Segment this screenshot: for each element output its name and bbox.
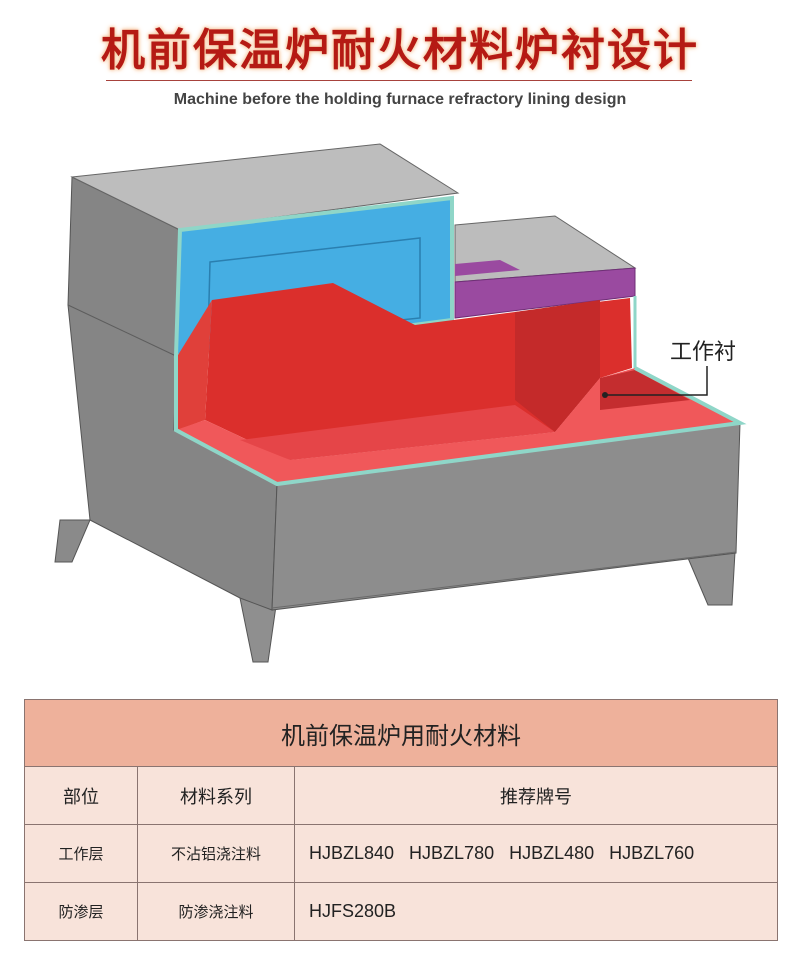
- materials-table: 机前保温炉用耐火材料 部位 材料系列 推荐牌号 工作层 不沾铝浇注料 HJBZL…: [24, 699, 778, 941]
- lining-edge: [174, 356, 747, 487]
- series-cell: 防渗浇注料: [137, 882, 295, 941]
- column-header: 推荐牌号: [294, 766, 778, 825]
- table-caption: 机前保温炉用耐火材料: [24, 699, 778, 767]
- codes-cell: HJBZL840 HJBZL780 HJBZL480 HJBZL760: [294, 824, 778, 883]
- top-face: [70, 143, 460, 231]
- series-cell: 不沾铝浇注料: [137, 824, 295, 883]
- table-row: 工作层 不沾铝浇注料 HJBZL840 HJBZL780 HJBZL480 HJ…: [24, 824, 778, 883]
- part-cell: 工作层: [24, 824, 138, 883]
- part-cell: 防渗层: [24, 882, 138, 941]
- column-header: 部位: [24, 766, 138, 825]
- floor-inner: [240, 405, 555, 460]
- callout-dot: [602, 392, 608, 398]
- working-lining-floor: [176, 368, 736, 484]
- working-lining-label: 工作衬: [670, 340, 737, 365]
- furnace-diagram: [54, 143, 747, 663]
- title-divider: [106, 80, 692, 81]
- codes-cell: HJFS280B: [294, 882, 778, 941]
- page-subtitle: Machine before the holding furnace refra…: [173, 91, 627, 108]
- column-header: 材料系列: [137, 766, 295, 825]
- working-lining-left-wall: [178, 300, 212, 430]
- right-leg: [687, 551, 736, 606]
- page-title: 机前保温炉耐火材料炉衬设计: [101, 25, 699, 76]
- table-row: 防渗层 防渗浇注料 HJFS280B: [24, 882, 778, 941]
- floor-recess: [600, 370, 690, 410]
- anti-seepage-slot: [455, 260, 520, 276]
- working-lining-right-wall: [515, 300, 600, 432]
- left-back-leg: [54, 519, 91, 563]
- callout-line: [605, 366, 708, 396]
